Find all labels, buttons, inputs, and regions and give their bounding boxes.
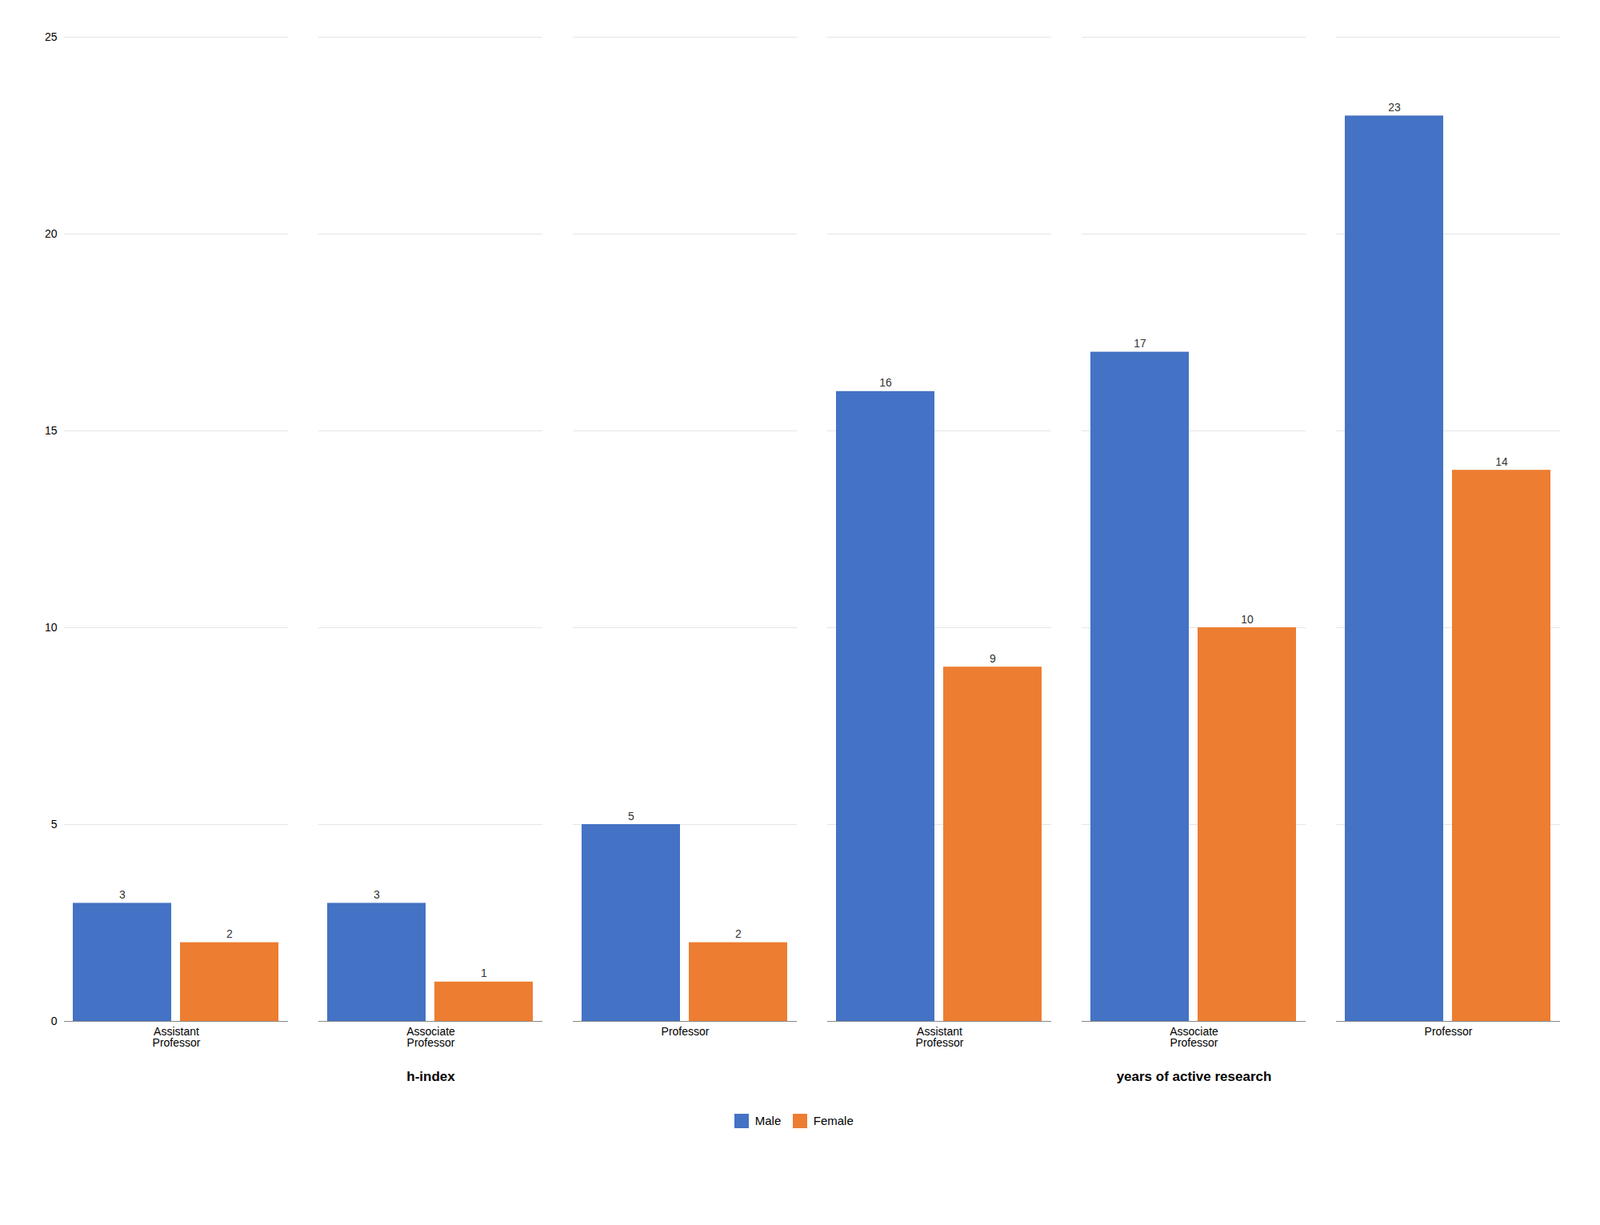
svg-text:1: 1 xyxy=(480,966,488,980)
svg-text:5: 5 xyxy=(51,817,58,831)
svg-text:years of active research: years of active research xyxy=(1116,1068,1272,1084)
svg-text:25: 25 xyxy=(44,30,58,44)
svg-text:AssociateProfessor: AssociateProfessor xyxy=(406,1024,456,1049)
svg-text:AssistantProfessor: AssistantProfessor xyxy=(916,1024,964,1049)
svg-text:Professor: Professor xyxy=(1424,1024,1473,1038)
svg-text:h-index: h-index xyxy=(406,1068,456,1084)
html-text:Female: Female xyxy=(813,1113,854,1128)
svg-text:5: 5 xyxy=(628,809,635,823)
svg-text:20: 20 xyxy=(44,227,58,240)
html-text:Male: Male xyxy=(754,1113,781,1128)
svg-text:10: 10 xyxy=(44,620,58,634)
svg-text:2: 2 xyxy=(226,927,233,940)
svg-text:23: 23 xyxy=(1388,100,1401,114)
svg-text:9: 9 xyxy=(989,652,996,665)
svg-text:15: 15 xyxy=(44,424,58,437)
svg-text:AssociateProfessor: AssociateProfessor xyxy=(1169,1024,1219,1049)
svg-text:0: 0 xyxy=(51,1014,58,1028)
svg-text:Professor: Professor xyxy=(661,1024,710,1038)
svg-text:3: 3 xyxy=(373,888,380,901)
svg-text:17: 17 xyxy=(1133,336,1147,350)
svg-text:16: 16 xyxy=(879,376,892,389)
svg-text:10: 10 xyxy=(1240,612,1254,626)
svg-text:14: 14 xyxy=(1495,455,1508,468)
svg-text:2: 2 xyxy=(735,927,742,940)
svg-text:AssistantProfessor: AssistantProfessor xyxy=(152,1024,201,1049)
svg-text:3: 3 xyxy=(119,888,126,901)
